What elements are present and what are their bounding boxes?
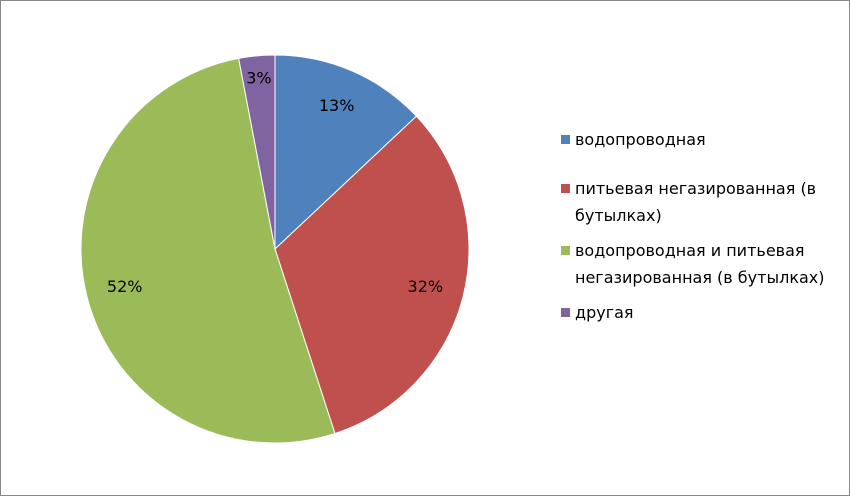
data-label: 3% bbox=[246, 69, 271, 88]
legend: водопроводная питьевая негазированная (в … bbox=[561, 126, 841, 334]
legend-swatch bbox=[561, 135, 570, 144]
pie-slice bbox=[274, 115, 470, 435]
legend-label: водопроводная bbox=[575, 130, 706, 149]
pie-slice bbox=[80, 57, 336, 444]
legend-swatch bbox=[561, 246, 570, 255]
legend-item: водопроводная bbox=[561, 126, 841, 153]
data-label: 32% bbox=[408, 277, 444, 296]
data-label: 52% bbox=[107, 277, 143, 296]
pie-slice bbox=[238, 54, 276, 250]
legend-label: водопроводная и питьевая негазированная … bbox=[575, 241, 825, 287]
legend-swatch bbox=[561, 308, 570, 317]
data-label: 13% bbox=[319, 96, 355, 115]
legend-label: питьевая негазированная (в бутылках) bbox=[575, 179, 817, 225]
legend-item: водопроводная и питьевая негазированная … bbox=[561, 237, 841, 291]
legend-item: питьевая негазированная (в бутылках) bbox=[561, 175, 841, 229]
pie-slice bbox=[274, 54, 418, 251]
legend-label: другая bbox=[575, 303, 634, 322]
legend-swatch bbox=[561, 184, 570, 193]
legend-item: другая bbox=[561, 299, 841, 326]
